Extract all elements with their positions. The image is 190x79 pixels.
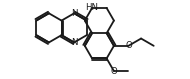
Text: N: N — [71, 38, 77, 47]
Text: O: O — [125, 41, 132, 50]
Text: N: N — [71, 9, 77, 18]
Text: O: O — [111, 67, 117, 76]
Text: HN: HN — [86, 3, 99, 12]
